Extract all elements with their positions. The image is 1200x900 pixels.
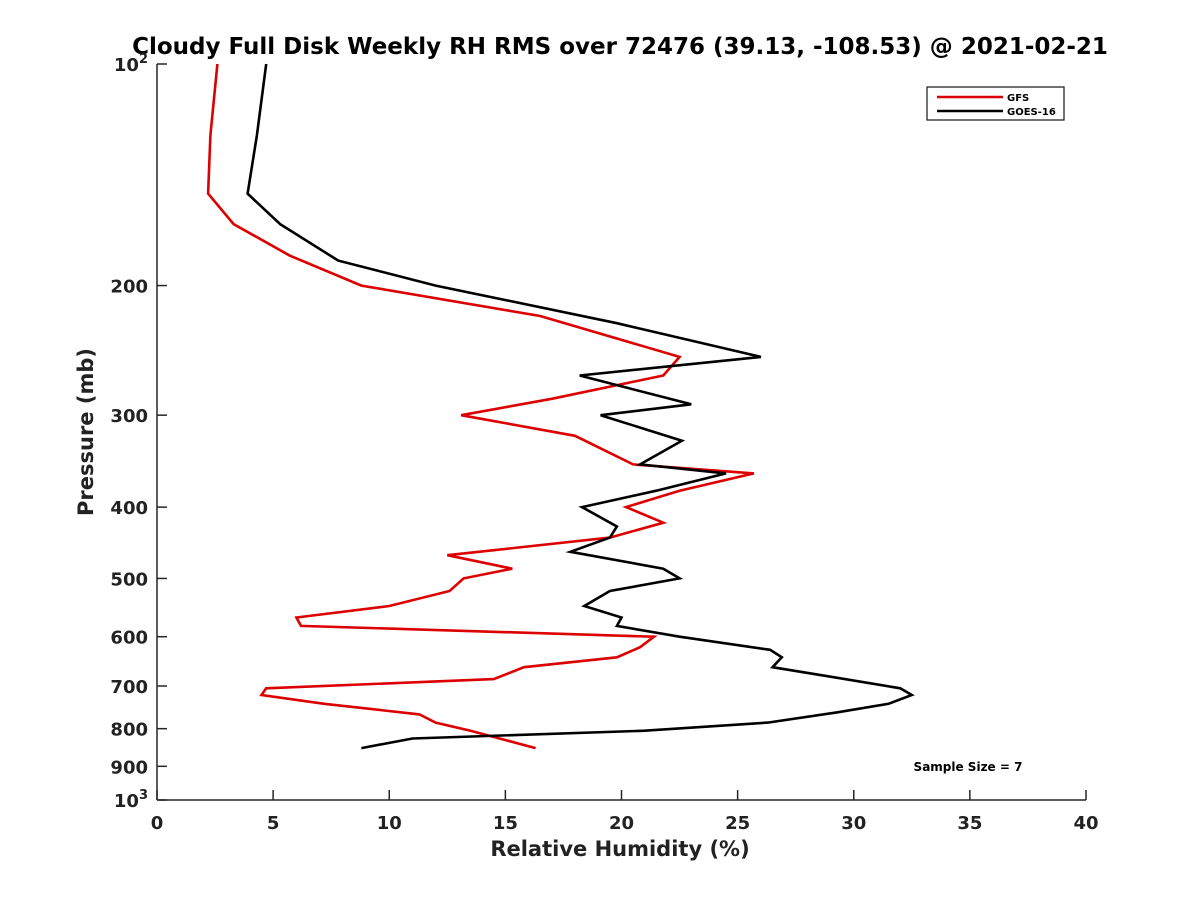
x-tick-label: 10 — [377, 813, 402, 834]
legend-label-goes-16: GOES-16 — [1007, 107, 1056, 118]
y-tick-label: 600 — [110, 628, 148, 649]
legend-box — [926, 86, 1065, 121]
x-tick-label: 5 — [267, 813, 280, 834]
x-tick-label: 0 — [151, 813, 164, 834]
x-tick-label: 40 — [1073, 813, 1098, 834]
x-tick-label: 20 — [609, 813, 634, 834]
x-axis-label: Relative Humidity (%) — [490, 837, 749, 861]
y-tick-label: 102 — [114, 52, 148, 76]
axes-layer: 0 5 10 15 20 25 30 35 40 102 200 300 400 500 600 700 800… — [110, 52, 1098, 834]
series-layer — [206, 63, 915, 750]
y-tick-label: 300 — [110, 406, 148, 427]
chart-title: Cloudy Full Disk Weekly RH RMS over 7247… — [132, 34, 1108, 60]
y-tick-label: 200 — [110, 277, 148, 298]
x-tick-label: 30 — [841, 813, 866, 834]
legend-label-gfs: GFS — [1007, 93, 1029, 104]
series-line-goes-16 — [246, 63, 915, 750]
y-tick-label: 900 — [110, 757, 148, 778]
y-tick-label: 500 — [110, 569, 148, 590]
y-tick-label: 700 — [110, 677, 148, 698]
y-tick-label: 400 — [110, 498, 148, 519]
series-line-gfs — [206, 63, 755, 750]
y-axis-label: Pressure (mb) — [74, 348, 98, 516]
x-tick-label: 35 — [957, 813, 982, 834]
legend: GFS GOES-16 — [926, 86, 1065, 121]
sample-size-annotation: Sample Size = 7 — [914, 760, 1023, 774]
x-tick-label: 15 — [493, 813, 518, 834]
x-tick-label: 25 — [725, 813, 750, 834]
y-tick-label: 800 — [110, 720, 148, 741]
y-tick-label: 103 — [114, 788, 148, 812]
